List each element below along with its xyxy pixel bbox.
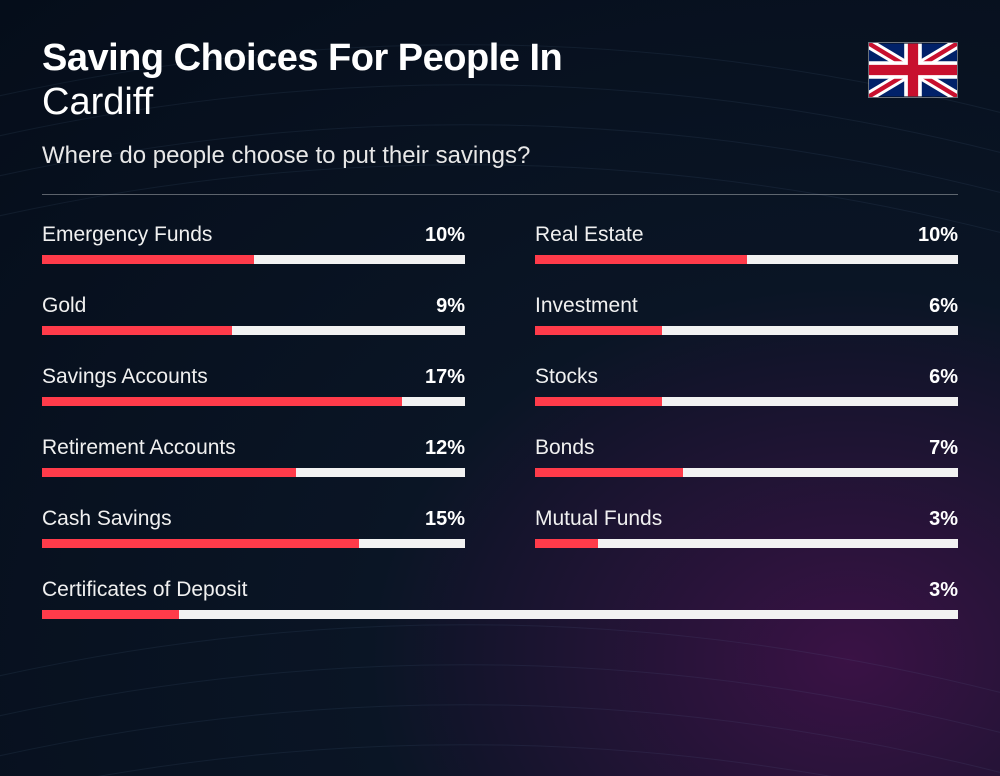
bar-track bbox=[42, 468, 465, 477]
bar-fill bbox=[535, 468, 683, 477]
bar-track bbox=[535, 539, 958, 548]
page-title: Saving Choices For People In bbox=[42, 38, 868, 80]
bar-track bbox=[42, 539, 465, 548]
chart-item-head: Gold 9% bbox=[42, 294, 465, 318]
bar-track bbox=[535, 326, 958, 335]
chart-item: Mutual Funds 3% bbox=[535, 507, 958, 548]
uk-flag-icon bbox=[868, 42, 958, 98]
chart-item-head: Mutual Funds 3% bbox=[535, 507, 958, 531]
chart-item-label: Bonds bbox=[535, 436, 595, 460]
divider bbox=[42, 194, 958, 195]
chart-item-head: Savings Accounts 17% bbox=[42, 365, 465, 389]
chart-item-value: 3% bbox=[929, 579, 958, 602]
chart-item-value: 10% bbox=[425, 224, 465, 247]
bar-fill bbox=[42, 397, 402, 406]
bar-track bbox=[42, 255, 465, 264]
chart-item-head: Bonds 7% bbox=[535, 436, 958, 460]
header-row: Saving Choices For People In Cardiff Whe… bbox=[42, 38, 958, 170]
chart-item-label: Certificates of Deposit bbox=[42, 578, 247, 602]
bar-track bbox=[42, 610, 958, 619]
bar-track bbox=[42, 326, 465, 335]
chart-item: Gold 9% bbox=[42, 294, 465, 335]
chart-item-value: 6% bbox=[929, 366, 958, 389]
chart-item-head: Real Estate 10% bbox=[535, 223, 958, 247]
chart-item: Certificates of Deposit 3% bbox=[42, 578, 958, 619]
chart-item-value: 15% bbox=[425, 508, 465, 531]
chart-item-head: Stocks 6% bbox=[535, 365, 958, 389]
bar-fill bbox=[535, 255, 747, 264]
chart-item-label: Investment bbox=[535, 294, 638, 318]
bar-track bbox=[42, 397, 465, 406]
title-block: Saving Choices For People In Cardiff Whe… bbox=[42, 38, 868, 170]
chart-item: Bonds 7% bbox=[535, 436, 958, 477]
chart-item: Real Estate 10% bbox=[535, 223, 958, 264]
bar-track bbox=[535, 468, 958, 477]
bar-fill bbox=[535, 397, 662, 406]
chart-item-head: Cash Savings 15% bbox=[42, 507, 465, 531]
bar-track bbox=[535, 397, 958, 406]
chart-item-label: Emergency Funds bbox=[42, 223, 212, 247]
chart-item-value: 10% bbox=[918, 224, 958, 247]
chart-item-head: Certificates of Deposit 3% bbox=[42, 578, 958, 602]
bar-track bbox=[535, 255, 958, 264]
chart-item-head: Emergency Funds 10% bbox=[42, 223, 465, 247]
chart-item: Emergency Funds 10% bbox=[42, 223, 465, 264]
bar-fill bbox=[42, 468, 296, 477]
chart-item: Cash Savings 15% bbox=[42, 507, 465, 548]
chart-item-label: Retirement Accounts bbox=[42, 436, 236, 460]
chart-item-value: 12% bbox=[425, 437, 465, 460]
chart-item-head: Investment 6% bbox=[535, 294, 958, 318]
chart-item-value: 6% bbox=[929, 295, 958, 318]
subtitle: Where do people choose to put their savi… bbox=[42, 142, 868, 170]
infographic-content: Saving Choices For People In Cardiff Whe… bbox=[0, 0, 1000, 657]
city-name: Cardiff bbox=[42, 82, 868, 124]
bar-fill bbox=[42, 255, 254, 264]
chart-item-label: Stocks bbox=[535, 365, 598, 389]
chart-item: Savings Accounts 17% bbox=[42, 365, 465, 406]
chart-item-value: 3% bbox=[929, 508, 958, 531]
chart-item: Investment 6% bbox=[535, 294, 958, 335]
chart-item: Stocks 6% bbox=[535, 365, 958, 406]
chart-item: Retirement Accounts 12% bbox=[42, 436, 465, 477]
bar-fill bbox=[42, 326, 232, 335]
bar-fill bbox=[42, 539, 359, 548]
chart-item-label: Cash Savings bbox=[42, 507, 172, 531]
chart-item-label: Real Estate bbox=[535, 223, 644, 247]
chart-item-value: 7% bbox=[929, 437, 958, 460]
chart-grid: Emergency Funds 10% Real Estate 10% Gold 9% In… bbox=[42, 223, 958, 619]
chart-item-label: Savings Accounts bbox=[42, 365, 208, 389]
chart-item-label: Gold bbox=[42, 294, 86, 318]
bar-fill bbox=[535, 539, 598, 548]
bar-fill bbox=[535, 326, 662, 335]
chart-item-value: 17% bbox=[425, 366, 465, 389]
chart-item-head: Retirement Accounts 12% bbox=[42, 436, 465, 460]
bar-fill bbox=[42, 610, 179, 619]
chart-item-label: Mutual Funds bbox=[535, 507, 662, 531]
chart-item-value: 9% bbox=[436, 295, 465, 318]
